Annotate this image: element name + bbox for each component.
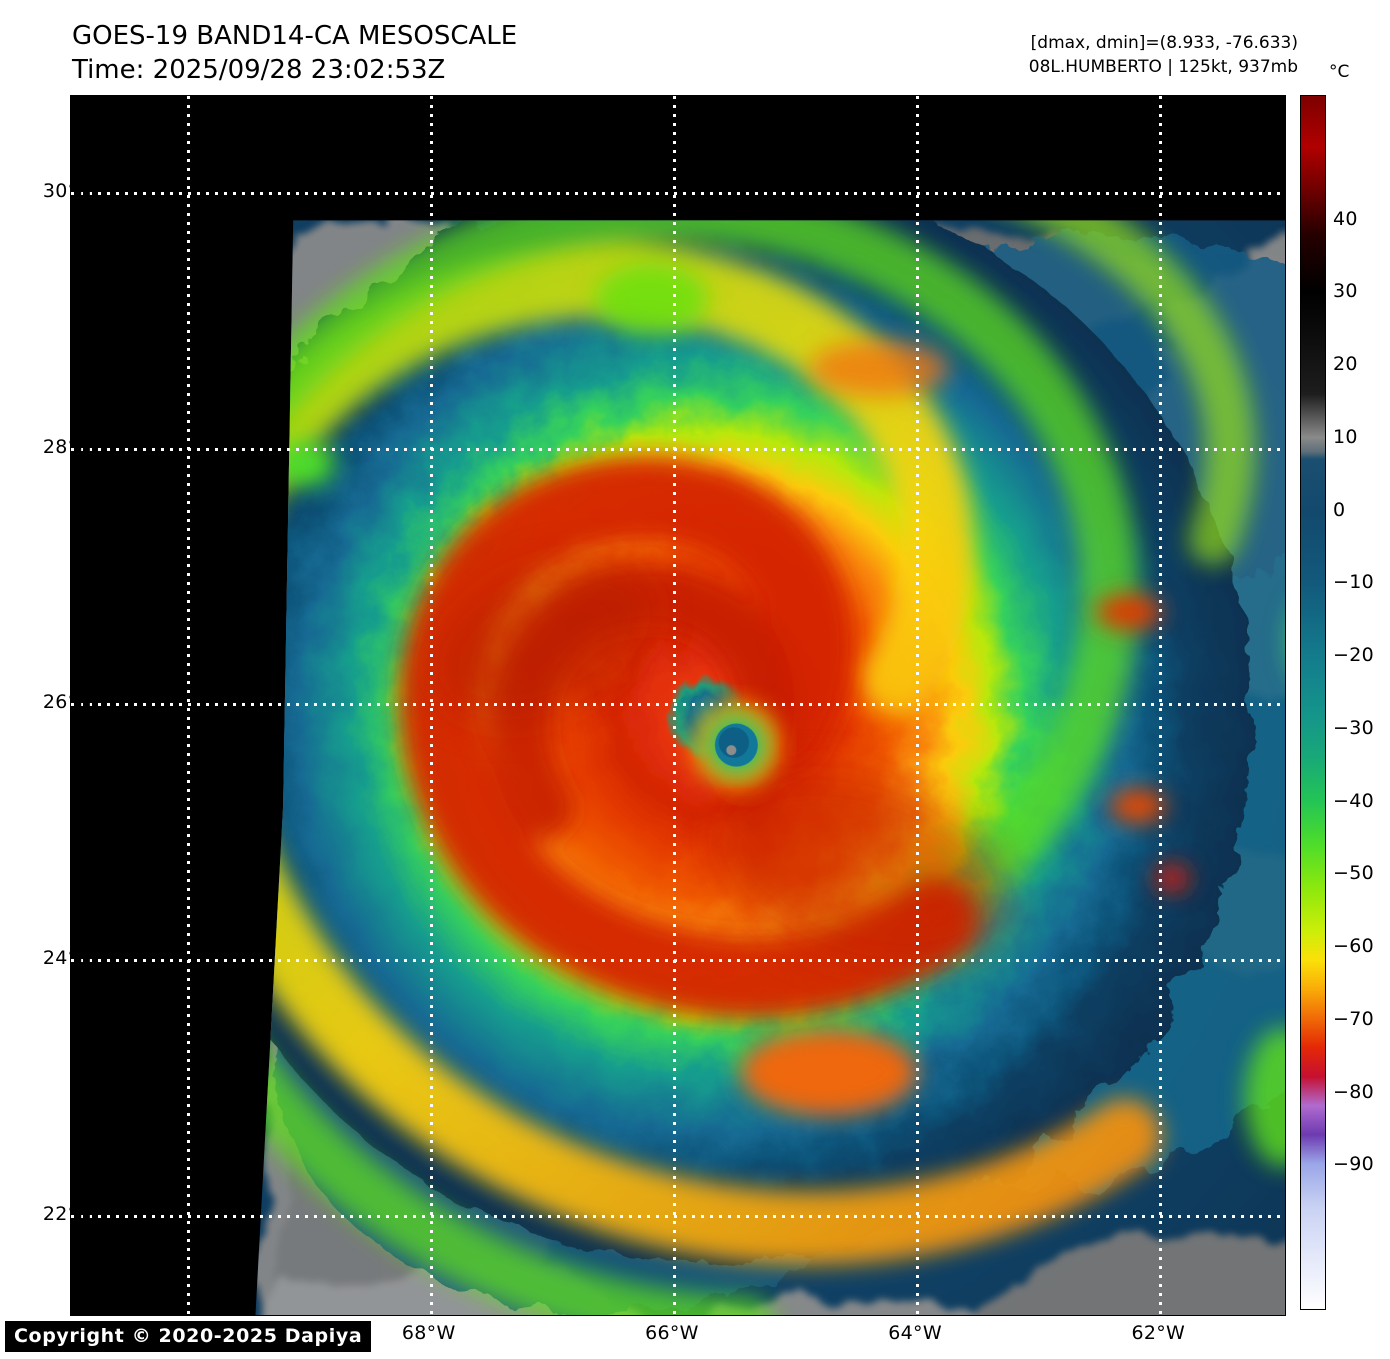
gridline-latitude [71, 959, 1285, 962]
colorbar-tick-label: −50 [1333, 862, 1374, 885]
copyright-notice: Copyright © 2020-2025 Dapiya [5, 1321, 372, 1352]
latitude-tick-label: 28°N [42, 435, 92, 458]
colorbar-tick-label: −60 [1333, 935, 1374, 958]
colorbar-tick-label: −80 [1333, 1080, 1374, 1103]
storm-info-line: 08L.HUMBERTO | 125kt, 937mb [1028, 56, 1298, 77]
latitude-tick-label: 30°N [42, 179, 92, 202]
colorbar-tick-label: −70 [1333, 1007, 1374, 1030]
longitude-tick-label: 68°W [401, 1322, 456, 1344]
latitude-tick-label: 26°N [42, 691, 92, 714]
gridline-latitude [71, 447, 1285, 451]
latitude-tick-label: 22°N [42, 1202, 92, 1225]
latitude-tick-label: 24°N [42, 947, 92, 969]
colorbar-tick-label: −40 [1333, 789, 1374, 812]
longitude-tick-label: 66°W [645, 1322, 699, 1344]
gridline-latitude [71, 1214, 1285, 1218]
page-title: GOES-19 BAND14-CA MESOSCALE Time: 2025/0… [72, 20, 517, 88]
colorbar-tick-label: −90 [1333, 1153, 1374, 1176]
colorbar-tick-label: 30 [1333, 280, 1358, 303]
colorbar[interactable] [1300, 95, 1326, 1310]
lat-lon-grid [71, 96, 1285, 1315]
colorbar-tick-label: 40 [1333, 207, 1358, 230]
colorbar-tick-label: −10 [1333, 571, 1374, 594]
dminmax-line: [dmax, dmin]=(8.933, -76.633) [1030, 33, 1298, 53]
satellite-plot-area[interactable] [70, 95, 1286, 1316]
colorbar-tick-label: 20 [1333, 353, 1358, 376]
title-line: GOES-19 BAND14-CA MESOSCALE [72, 21, 518, 51]
colorbar-unit-label: °C [1329, 62, 1350, 82]
gridline-latitude [71, 191, 1285, 195]
colorbar-gradient [1300, 95, 1326, 1310]
colorbar-tick-label: 10 [1333, 425, 1358, 448]
satellite-imagery [71, 96, 1285, 1315]
gridline-latitude [71, 703, 1285, 707]
colorbar-tick-label: −30 [1333, 716, 1374, 739]
colorbar-tick-label: −20 [1333, 644, 1374, 667]
longitude-tick-label: 64°W [888, 1322, 942, 1344]
longitude-tick-label: 62°W [1131, 1322, 1186, 1344]
metadata-block: [dmax, dmin]=(8.933, -76.633) 08L.HUMBER… [1029, 32, 1298, 80]
time-line: Time: 2025/09/28 23:02:53Z [72, 54, 446, 85]
colorbar-tick-label: 0 [1333, 498, 1346, 521]
